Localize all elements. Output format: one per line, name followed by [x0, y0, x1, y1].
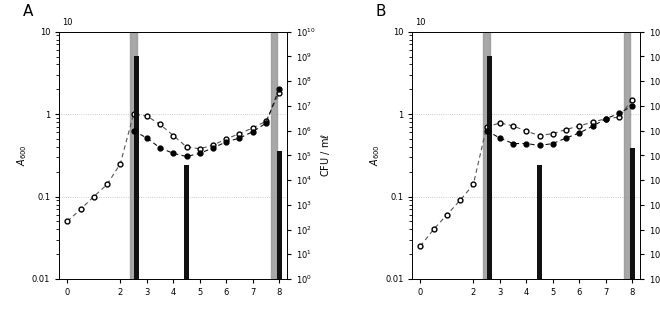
Text: 10: 10 — [61, 18, 72, 27]
Y-axis label: CFU / m$\ell$: CFU / m$\ell$ — [319, 133, 332, 177]
Bar — [271, 32, 277, 279]
Bar — [483, 32, 490, 279]
Bar — [630, 148, 635, 279]
Bar — [487, 56, 492, 279]
Bar — [537, 165, 542, 279]
Text: B: B — [376, 4, 387, 19]
Bar — [184, 165, 189, 279]
Text: A: A — [23, 4, 34, 19]
Bar — [130, 32, 137, 279]
Y-axis label: $A_{600}$: $A_{600}$ — [15, 145, 29, 166]
Bar — [134, 56, 139, 279]
Y-axis label: $A_{600}$: $A_{600}$ — [368, 145, 382, 166]
Text: 10: 10 — [414, 18, 425, 27]
Bar — [277, 151, 282, 279]
Bar — [624, 32, 630, 279]
